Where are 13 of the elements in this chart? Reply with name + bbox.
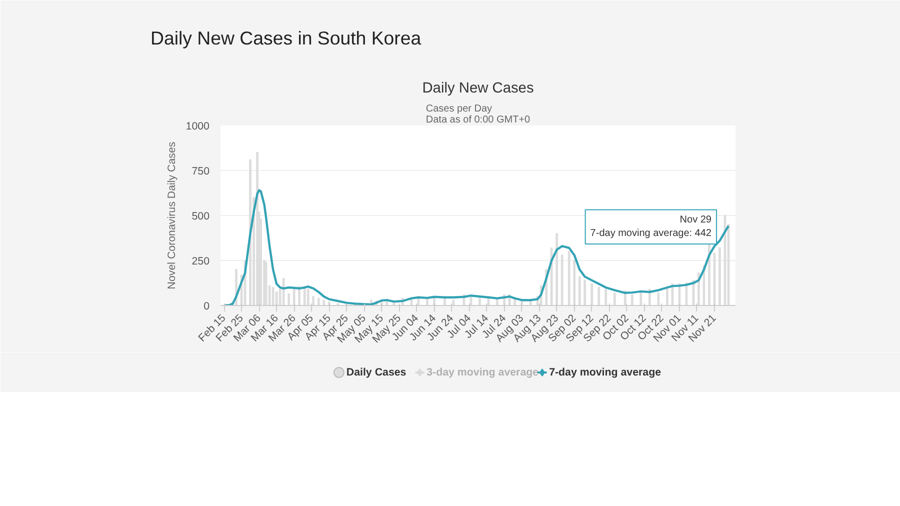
annotation: Nov 29 7-day moving average: 442	[590, 214, 712, 239]
y-tick-label: 0	[204, 300, 210, 312]
text: Daily New Cases in South Korea	[150, 28, 422, 48]
chart-subtitle: Cases per Day Data as of 0:00 GMT+0	[426, 104, 531, 126]
y-tick-label: 250	[192, 256, 210, 268]
y-tick-label: 1000	[186, 120, 210, 132]
y-tick-label: 500	[192, 210, 210, 222]
y-tick-label: 750	[192, 166, 210, 178]
legend-label: 7-day moving average	[549, 366, 662, 378]
legend-label: 3-day moving average	[426, 366, 539, 378]
chart-title: Daily New Cases	[422, 80, 534, 96]
legend-label: Daily Cases	[346, 366, 406, 378]
y-axis-title: Novel Coronavirus Daily Cases	[166, 142, 178, 290]
